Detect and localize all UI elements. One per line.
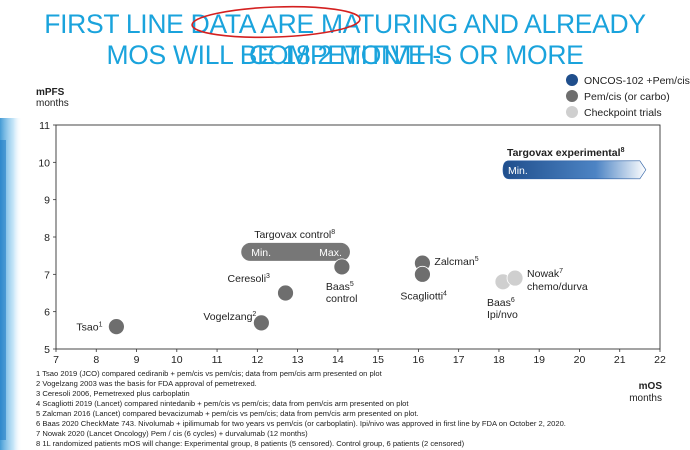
point-label: Scagliotti4 xyxy=(400,290,447,302)
x-tick-label: 17 xyxy=(453,354,465,366)
data-point xyxy=(506,269,524,287)
experimental-range-title: Targovax experimental8 xyxy=(507,147,625,159)
footnote: 5 Zalcman 2016 (Lancet) compared bevaciz… xyxy=(36,409,419,418)
x-tick-label: 20 xyxy=(574,354,586,366)
data-point xyxy=(252,314,270,332)
y-tick-label: 9 xyxy=(44,195,50,207)
point-label: Zalcman5 xyxy=(434,256,478,268)
slide-title-line2: MOS WILL BE 18.2 MONTHS OR MORE xyxy=(106,40,584,70)
legend-label: Checkpoint trials xyxy=(584,107,662,119)
legend-marker xyxy=(566,90,578,102)
x-tick-label: 19 xyxy=(533,354,545,366)
x-tick-label: 13 xyxy=(292,354,304,366)
x-tick-label: 22 xyxy=(654,354,666,366)
y-tick-label: 11 xyxy=(39,120,50,132)
footnote: 6 Baas 2020 CheckMate 743. Nivolumab + i… xyxy=(36,419,566,428)
data-point xyxy=(277,284,294,302)
x-tick-label: 15 xyxy=(372,354,384,366)
footnote: 8 1L randomized patients mOS will change… xyxy=(36,439,465,448)
footnote: 3 Ceresoli 2006, Pemetrexed plus carbopl… xyxy=(36,389,190,398)
x-tick-label: 12 xyxy=(251,354,263,366)
x-tick-label: 10 xyxy=(171,354,183,366)
x-tick-label: 18 xyxy=(493,354,505,366)
legend-marker xyxy=(566,74,578,86)
point-label-line2: chemo/durva xyxy=(527,281,588,293)
y-axis-unit: months xyxy=(36,98,69,109)
control-range-title: Targovax control8 xyxy=(254,229,335,241)
footnote: 7 Nowak 2020 (Lancet Oncology) Pem / cis… xyxy=(36,429,308,438)
data-point xyxy=(108,318,125,336)
y-axis-label: mPFS xyxy=(36,87,65,98)
footnote: 1 Tsao 2019 (JCO) compared cediranib + p… xyxy=(36,369,382,378)
control-min-label: Min. xyxy=(251,247,271,259)
control-range-bar xyxy=(241,242,350,261)
point-label: Ceresoli3 xyxy=(228,273,271,285)
data-point xyxy=(333,258,351,276)
x-axis-unit: months xyxy=(629,393,662,404)
x-tick-label: 9 xyxy=(134,354,140,366)
x-tick-label: 7 xyxy=(53,354,59,366)
footnote: 2 Vogelzang 2003 was the basis for FDA a… xyxy=(36,379,257,388)
point-label: Baas6 xyxy=(487,297,515,309)
experimental-min-label: Min. xyxy=(508,165,528,177)
data-point xyxy=(414,265,431,283)
legend-label: Pem/cis (or carbo) xyxy=(584,91,670,103)
point-label: Nowak7 xyxy=(527,268,563,280)
x-tick-label: 11 xyxy=(212,354,223,366)
x-tick-label: 8 xyxy=(93,354,99,366)
legend-marker xyxy=(566,106,578,118)
footnotes: 1 Tsao 2019 (JCO) compared cediranib + p… xyxy=(36,369,566,449)
x-tick-label: 21 xyxy=(614,354,626,366)
y-tick-label: 5 xyxy=(44,344,50,356)
control-max-label: Max. xyxy=(319,247,342,259)
point-label-line2: Ipi/nvo xyxy=(487,309,518,321)
x-tick-label: 14 xyxy=(332,354,344,366)
y-tick-label: 8 xyxy=(44,232,50,244)
legend-label: ONCOS-102 +Pem/cis xyxy=(584,75,690,87)
highlight-circle xyxy=(191,5,361,39)
y-tick-label: 7 xyxy=(44,269,50,281)
y-tick-label: 6 xyxy=(44,307,50,319)
x-axis-label: mOS xyxy=(639,381,663,392)
experimental-range-bar xyxy=(502,160,647,180)
point-label: Tsao1 xyxy=(76,322,102,334)
x-tick-label: 16 xyxy=(413,354,425,366)
point-label-line2: control xyxy=(326,293,358,305)
y-tick-label: 10 xyxy=(38,157,50,169)
point-label: Baas5 xyxy=(326,281,354,293)
slide-title-line1: FIRST LINE DATA ARE MATURING AND ALREADY… xyxy=(44,9,646,70)
footnote: 4 Scagliotti 2019 (Lancet) compared nint… xyxy=(36,399,409,408)
point-label: Vogelzang2 xyxy=(203,311,256,323)
